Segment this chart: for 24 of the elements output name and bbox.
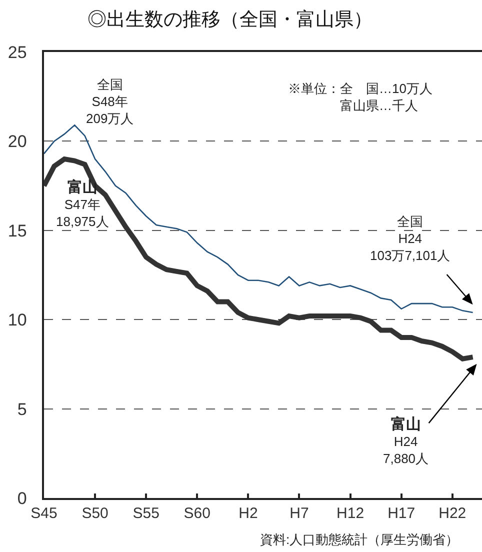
x-tick-label: S50	[82, 504, 108, 522]
x-tick-label: H7	[290, 504, 309, 522]
y-tick-label: 0	[17, 488, 27, 508]
chart-title: ◎出生数の推移（全国・富山県）	[87, 8, 372, 31]
y-tick-label: 15	[8, 221, 27, 240]
annotation: 富山 H24 7,880人	[383, 415, 429, 466]
x-tick-label: S45	[30, 504, 58, 522]
y-tick-label: 10	[8, 310, 27, 330]
y-tick-label: 20	[8, 132, 27, 152]
x-tick-label: S55	[132, 504, 160, 522]
annotation: 全国 S48年 209万人	[86, 77, 134, 126]
y-tick-label: 5	[17, 400, 27, 419]
annotation: 全国 H24 103万7,101人	[370, 214, 450, 263]
x-tick-label: H17	[388, 504, 416, 522]
x-tick-label: H12	[336, 504, 364, 522]
annotation: 富山 S47年 18,975人	[56, 178, 109, 229]
annotation: 富山県…千人	[340, 98, 418, 113]
text: 資料:人口動態統計（厚生労働省）	[260, 532, 459, 547]
x-tick-label: H2	[238, 504, 258, 522]
annotation: ※単位：全 国…10万人	[288, 81, 432, 96]
y-tick-label: 25	[8, 42, 27, 62]
x-tick-label: S60	[184, 504, 210, 522]
x-tick-label: H22	[438, 504, 466, 522]
line-series	[44, 124, 474, 314]
